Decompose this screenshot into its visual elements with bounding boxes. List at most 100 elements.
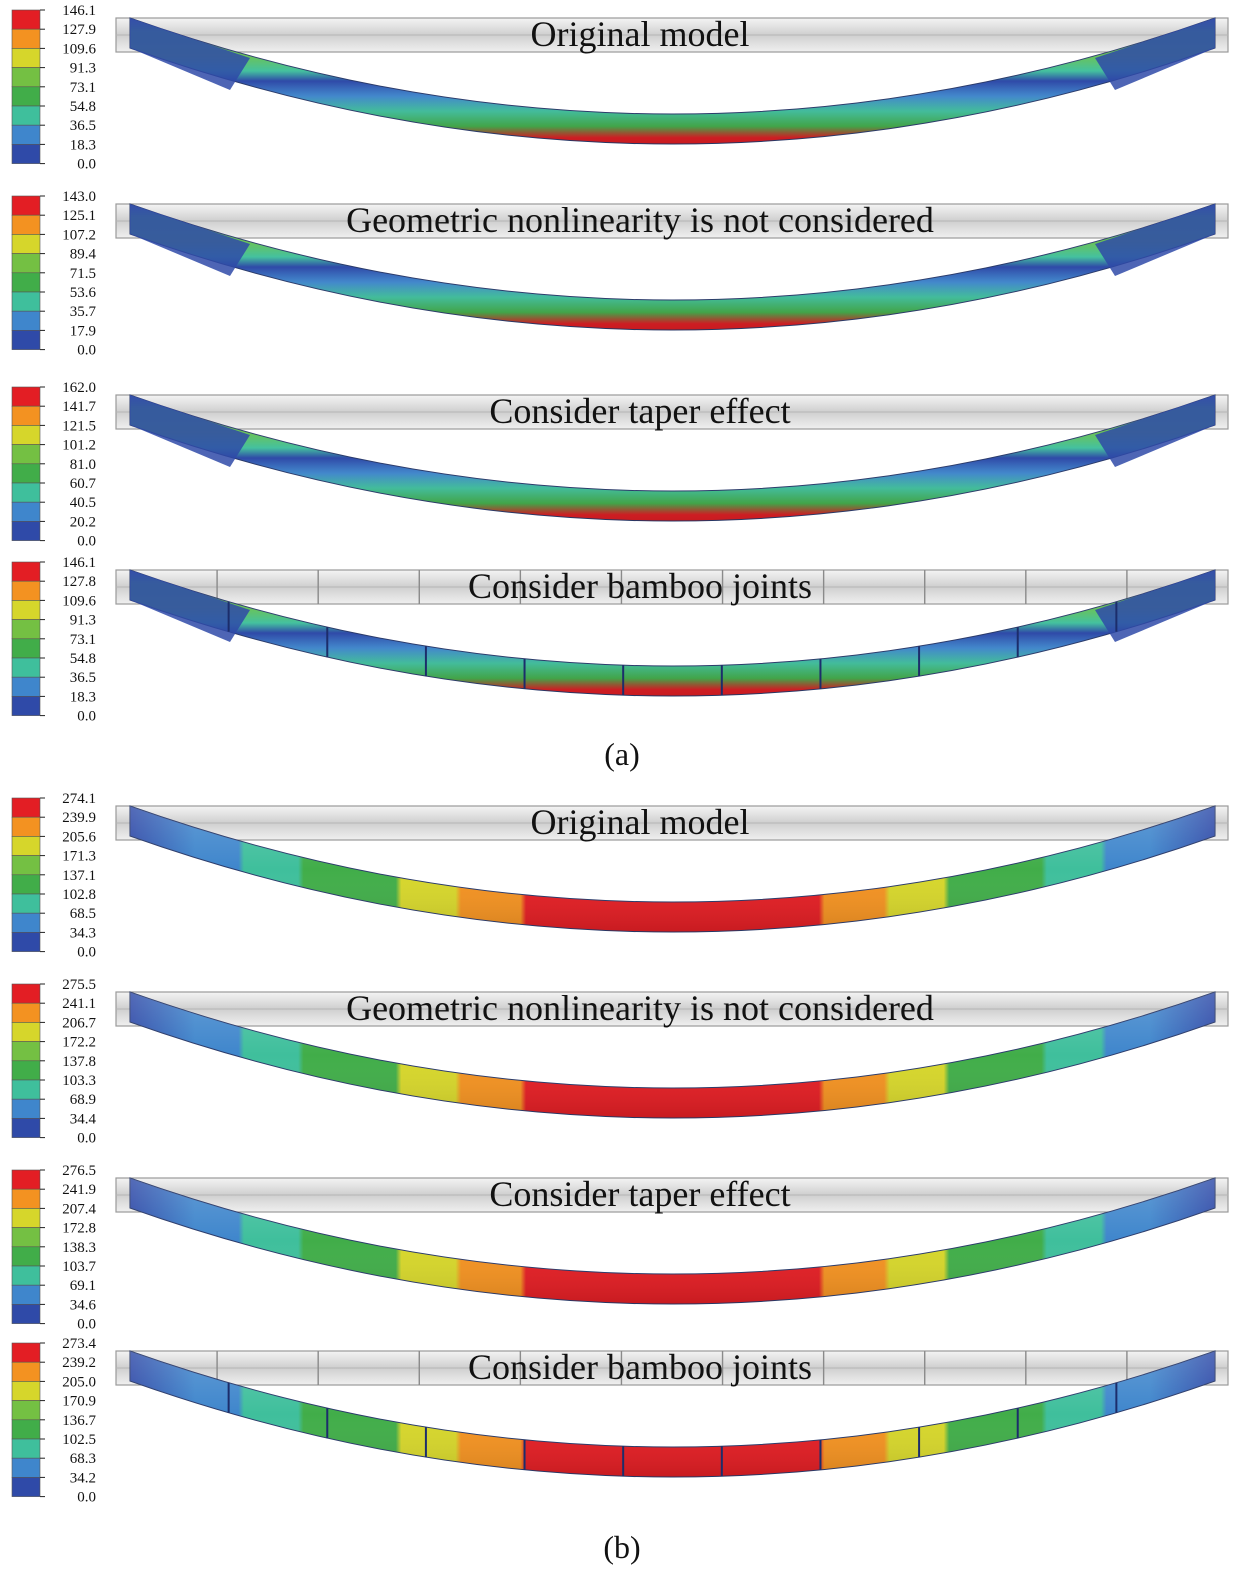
contour-panel: 276.5 241.9 207.4 172.8 138.3 103.7 69.1 34.6 0.… xyxy=(11,1163,1229,1333)
legend-value: 34.3 xyxy=(70,925,96,941)
legend-swatch xyxy=(11,124,41,145)
legend-swatch xyxy=(11,386,41,407)
contour-panel: 273.4 239.2 205.0 170.9 136.7 102.5 68.3 34.2 0.… xyxy=(11,1336,1229,1506)
legend-swatch xyxy=(11,1284,41,1305)
panel-title: Consider taper effect xyxy=(489,391,790,431)
beam-end-region xyxy=(1095,395,1215,467)
legend-value: 54.8 xyxy=(70,651,96,667)
legend-swatch xyxy=(11,482,41,503)
legend-swatch xyxy=(11,1227,41,1248)
legend-value: 146.1 xyxy=(62,3,96,19)
legend-value: 91.3 xyxy=(70,61,96,77)
legend-value: 241.9 xyxy=(62,1182,96,1198)
legend-value: 239.9 xyxy=(62,810,96,826)
beam-shading xyxy=(130,1351,1215,1477)
beam-end-region xyxy=(130,395,250,467)
legend-value: 34.4 xyxy=(70,1111,97,1127)
legend-swatch xyxy=(11,1098,41,1119)
contour-panel: 275.5 241.1 206.7 172.2 137.8 103.3 68.9 34.4 0.… xyxy=(11,977,1229,1147)
legend-value: 141.7 xyxy=(62,399,96,415)
legend-swatch xyxy=(11,676,41,697)
legend-value: 0.0 xyxy=(77,1317,96,1333)
legend-swatch xyxy=(11,561,41,582)
beam-end-region xyxy=(130,204,250,276)
legend-value: 68.9 xyxy=(70,1092,96,1108)
legend-value: 127.8 xyxy=(62,574,96,590)
legend-swatch xyxy=(11,48,41,68)
legend-swatch xyxy=(11,1419,41,1440)
contour-panel: 146.1 127.9 109.6 91.3 73.1 54.8 36.5 18.3 0.0 Or… xyxy=(11,3,1229,173)
beam-shading xyxy=(130,806,1215,932)
legend-value: 81.0 xyxy=(70,457,96,473)
legend-value: 20.2 xyxy=(70,514,96,530)
legend-value: 275.5 xyxy=(62,977,96,993)
legend-value: 273.4 xyxy=(62,1336,96,1352)
legend-swatch xyxy=(11,1002,41,1023)
legend-swatch xyxy=(11,1265,41,1286)
legend-value: 172.8 xyxy=(62,1221,96,1237)
legend-value: 102.8 xyxy=(62,887,96,903)
legend-swatch xyxy=(11,816,41,837)
legend-value: 68.5 xyxy=(70,906,96,922)
panel-group-a: 146.1 127.9 109.6 91.3 73.1 54.8 36.5 18.3 0.0 Or… xyxy=(11,3,1229,772)
legend-swatch xyxy=(11,425,41,445)
beam-end-region xyxy=(1095,18,1215,90)
beam-shading xyxy=(130,570,1215,696)
legend-swatch xyxy=(11,144,41,164)
legend-swatch xyxy=(11,253,41,274)
legend-swatch xyxy=(11,638,41,659)
beam-shading xyxy=(130,204,1215,330)
legend-swatch xyxy=(11,105,41,126)
legend-swatch xyxy=(11,501,41,522)
legend-value: 0.0 xyxy=(77,534,96,550)
legend-swatch xyxy=(11,195,41,216)
legend-swatch xyxy=(11,214,41,235)
legend-value: 146.1 xyxy=(62,555,96,571)
legend-value: 0.0 xyxy=(77,1131,96,1147)
legend-swatch xyxy=(11,1169,41,1190)
legend-swatch xyxy=(11,912,41,933)
legend-value: 107.2 xyxy=(62,227,96,243)
beam-shading xyxy=(130,1178,1215,1304)
legend-value: 0.0 xyxy=(77,1490,96,1506)
legend-value: 17.9 xyxy=(70,323,96,339)
legend-swatch xyxy=(11,28,41,49)
beam-end-region xyxy=(130,18,250,90)
legend-swatch xyxy=(11,1477,41,1497)
legend-value: 170.9 xyxy=(62,1394,96,1410)
legend-swatch xyxy=(11,874,41,895)
subfigure-label: (b) xyxy=(603,1529,640,1565)
legend-swatch xyxy=(11,521,41,541)
legend-swatch xyxy=(11,1342,41,1363)
legend-swatch xyxy=(11,1438,41,1459)
panel-title: Geometric nonlinearity is not considered xyxy=(346,988,934,1028)
legend-swatch xyxy=(11,657,41,678)
beam-end-region xyxy=(130,570,250,642)
legend-swatch xyxy=(11,272,41,293)
legend-swatch xyxy=(11,797,41,818)
legend-value: 40.5 xyxy=(70,495,96,511)
legend-value: 71.5 xyxy=(70,266,96,282)
legend-swatch xyxy=(11,1381,41,1401)
legend-value: 69.1 xyxy=(70,1278,96,1294)
legend-swatch xyxy=(11,86,41,107)
legend-value: 53.6 xyxy=(70,285,97,301)
legend-swatch xyxy=(11,67,41,88)
panel-title: Geometric nonlinearity is not considered xyxy=(346,200,934,240)
legend-value: 89.4 xyxy=(70,247,97,263)
legend-value: 103.7 xyxy=(62,1259,96,1275)
legend-value: 18.3 xyxy=(70,137,96,153)
legend-value: 18.3 xyxy=(70,689,96,705)
panel-title: Consider taper effect xyxy=(489,1174,790,1214)
panel-group-b: 274.1 239.9 205.6 171.3 137.1 102.8 68.5 34.3 0.… xyxy=(11,791,1229,1565)
panel-title: Original model xyxy=(531,802,750,842)
legend-value: 162.0 xyxy=(62,380,96,396)
legend-swatch xyxy=(11,1041,41,1062)
legend-value: 171.3 xyxy=(62,849,96,865)
legend-value: 276.5 xyxy=(62,1163,96,1179)
legend-swatch xyxy=(11,1060,41,1081)
legend-swatch xyxy=(11,836,41,856)
legend-value: 138.3 xyxy=(62,1240,96,1256)
legend-value: 102.5 xyxy=(62,1432,96,1448)
legend-value: 101.2 xyxy=(62,438,96,454)
